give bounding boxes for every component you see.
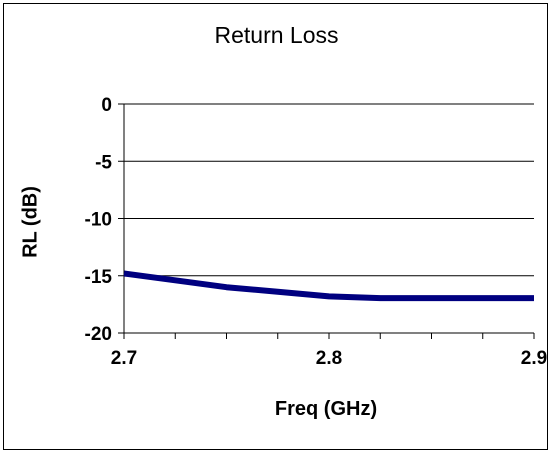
y-tick-label-2: -10 (85, 210, 112, 231)
x-tick-label-1: 2.8 (316, 348, 342, 369)
x-tick-label-2: 2.9 (521, 348, 547, 369)
y-tick-label-4: -20 (85, 324, 112, 345)
x-tick-label-0: 2.7 (111, 348, 137, 369)
y-tick-label-0: 0 (101, 95, 112, 116)
y-tick-label-1: -5 (95, 152, 112, 173)
y-tick-label-3: -15 (85, 267, 113, 288)
chart-frame (3, 3, 548, 450)
series-line-0 (123, 270, 534, 302)
chart-title: Return Loss (214, 22, 339, 48)
x-axis-label: Freq (GHz) (274, 398, 378, 420)
